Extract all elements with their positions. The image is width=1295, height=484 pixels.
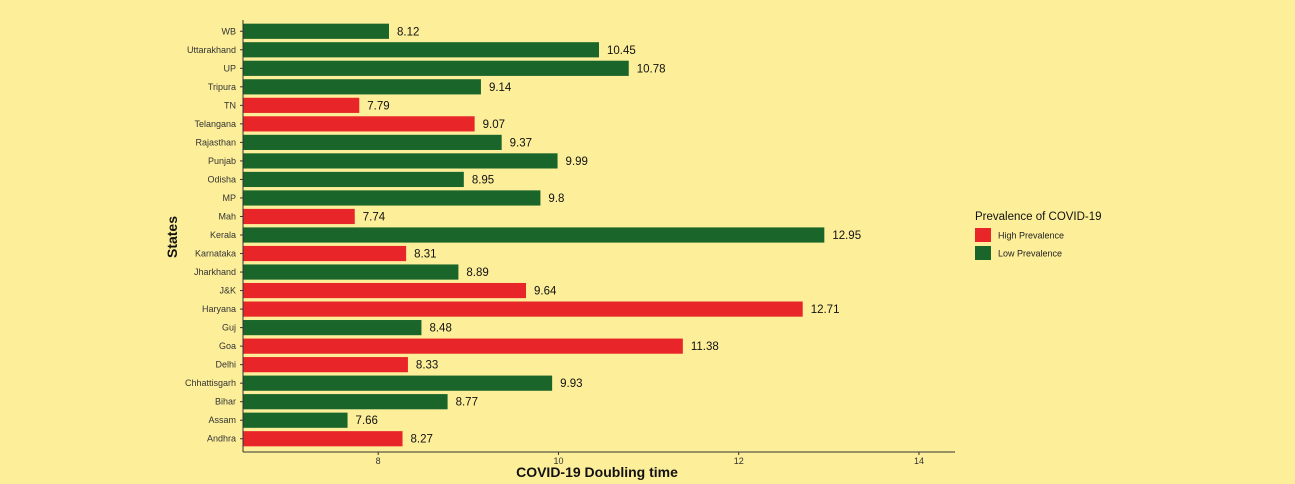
bar-jharkhand: [243, 264, 459, 280]
bar-value-label: 8.33: [416, 360, 438, 372]
bar-value-label: 8.89: [466, 267, 488, 279]
y-tick-label: Odisha: [207, 174, 236, 184]
x-tick-label: 10: [553, 456, 563, 466]
bar-up: [243, 60, 629, 76]
bar-mah: [243, 208, 355, 225]
bar-goa: [243, 338, 683, 354]
y-tick-label: Punjab: [208, 156, 236, 166]
bars-group: [243, 23, 825, 447]
x-tick-label: 12: [734, 456, 744, 466]
y-tick-label: Assam: [208, 415, 236, 425]
y-tick-label: Rajasthan: [195, 137, 236, 147]
bar-punjab: [243, 153, 558, 169]
bar-guj: [243, 320, 422, 336]
x-axis-title: COVID-19 Doubling time: [516, 464, 678, 480]
bar-value-label: 11.38: [691, 341, 719, 353]
bar-value-label: 9.8: [548, 193, 564, 205]
bar-haryana: [243, 301, 803, 317]
x-tick-label: 8: [376, 456, 381, 466]
legend: Prevalence of COVID-19 High Prevalence L…: [975, 211, 1102, 260]
bar-wb: [243, 23, 390, 39]
x-tick-label: 14: [914, 456, 924, 466]
y-tick-label: MP: [223, 193, 237, 203]
bar-telangana: [243, 116, 475, 132]
bar-tripura: [243, 79, 481, 95]
bar-value-label: 9.93: [560, 378, 582, 390]
bar-value-label: 8.48: [429, 323, 451, 335]
y-tick-label: Kerala: [210, 230, 236, 240]
bar-value-label: 9.99: [566, 156, 588, 168]
y-tick-label: Uttarakhand: [187, 45, 236, 55]
y-tick-labels-group: WB Uttarakhand UP Tripura TN Telangana Rajasth…: [185, 26, 243, 444]
bar-delhi: [243, 357, 408, 373]
legend-label-high: High Prevalence: [998, 231, 1064, 241]
y-tick-label: Telangana: [194, 119, 236, 129]
bar-value-label: 10.45: [607, 45, 636, 57]
y-tick-label: UP: [223, 63, 236, 73]
y-tick-label: Haryana: [202, 304, 236, 314]
bar-value-label: 9.64: [534, 286, 557, 298]
y-tick-label: J&K: [219, 286, 236, 296]
bar-chhattisgarh: [243, 375, 553, 391]
y-tick-label: Guj: [222, 323, 236, 333]
bar-rajasthan: [243, 134, 502, 150]
y-tick-label: Bihar: [215, 397, 236, 407]
legend-title: Prevalence of COVID-19: [975, 211, 1102, 223]
y-tick-label: Karnataka: [195, 249, 236, 259]
bar-value-label: 12.71: [811, 304, 840, 316]
bar-mp: [243, 190, 541, 206]
bar-value-label: 8.95: [472, 174, 494, 186]
y-tick-label: Mah: [218, 211, 236, 221]
bar-value-label: 12.95: [832, 230, 861, 242]
bar-uttarakhand: [243, 42, 600, 58]
bar-bihar: [243, 394, 448, 410]
bar-value-label: 8.12: [397, 26, 419, 38]
bar-value-label: 8.31: [414, 249, 436, 261]
y-tick-label: WB: [222, 26, 237, 36]
y-tick-label: Delhi: [215, 360, 236, 370]
bar-value-label: 10.78: [637, 63, 666, 75]
bar-odisha: [243, 171, 464, 188]
bar-value-label: 8.27: [411, 434, 433, 446]
bar-value-label: 9.14: [489, 82, 512, 94]
bar-value-label: 8.77: [456, 397, 478, 409]
legend-swatch-low: [975, 246, 991, 260]
y-axis-title: States: [164, 216, 180, 258]
bar-value-label: 7.79: [367, 100, 389, 112]
bar-andhra: [243, 431, 403, 447]
bar-j-k: [243, 282, 527, 299]
y-tick-label: Andhra: [207, 434, 236, 444]
bar-tn: [243, 97, 360, 113]
bar-value-label: 7.66: [356, 415, 378, 427]
bar-value-label: 7.74: [363, 211, 386, 223]
legend-swatch-high: [975, 228, 991, 242]
bar-kerala: [243, 227, 825, 243]
bar-value-label: 9.07: [483, 119, 505, 131]
bar-karnataka: [243, 245, 407, 262]
y-tick-label: Jharkhand: [194, 267, 236, 277]
y-tick-label: TN: [224, 100, 236, 110]
y-tick-label: Chhattisgarh: [185, 378, 236, 388]
legend-label-low: Low Prevalence: [998, 249, 1062, 259]
bar-value-label: 9.37: [510, 137, 532, 149]
y-tick-label: Goa: [219, 341, 236, 351]
bar-assam: [243, 412, 348, 428]
y-tick-label: Tripura: [208, 82, 236, 92]
